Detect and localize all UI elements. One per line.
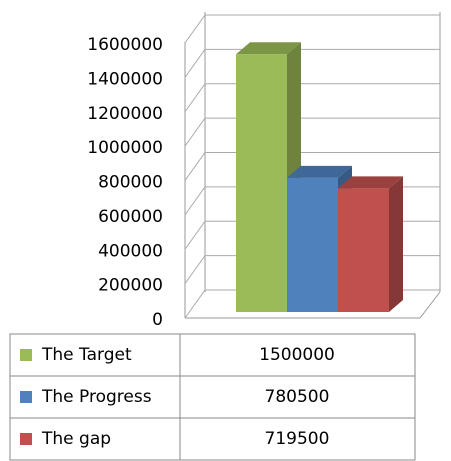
y-tick-label: 600000 xyxy=(98,207,163,227)
bar-top xyxy=(338,176,403,189)
grid-line xyxy=(184,14,440,44)
y-tick-label: 1600000 xyxy=(87,35,163,55)
bar-top xyxy=(236,42,301,55)
legend-label: The Progress xyxy=(41,387,152,407)
table-value: 780500 xyxy=(265,387,330,407)
legend-swatch xyxy=(20,433,32,445)
grid-line xyxy=(184,83,440,113)
bar xyxy=(338,188,389,312)
y-tick-label: 800000 xyxy=(98,173,163,193)
y-tick-label: 0 xyxy=(152,310,163,330)
grid-line xyxy=(184,152,440,181)
table-value: 1500000 xyxy=(259,345,335,365)
y-tick-label: 400000 xyxy=(98,241,163,261)
bar-side xyxy=(389,176,403,312)
legend-swatch xyxy=(20,349,32,361)
data-table xyxy=(9,333,416,461)
table-value: 719500 xyxy=(265,429,330,449)
bar-top xyxy=(287,165,352,178)
y-tick-label: 1000000 xyxy=(87,138,163,158)
y-tick-label: 200000 xyxy=(98,276,163,296)
table-frame xyxy=(9,333,416,461)
legend-swatch xyxy=(20,391,32,403)
grid-line xyxy=(184,117,440,147)
bar xyxy=(287,177,338,312)
y-tick-label: 1200000 xyxy=(87,104,163,124)
legend-label: The gap xyxy=(41,429,111,449)
bar xyxy=(236,54,287,312)
grid-line xyxy=(184,48,440,78)
y-tick-label: 1400000 xyxy=(87,69,163,89)
legend-label: The Target xyxy=(41,345,132,365)
floor-edge xyxy=(185,291,441,319)
